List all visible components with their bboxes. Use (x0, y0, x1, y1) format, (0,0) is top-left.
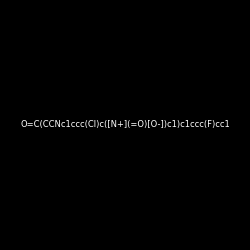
Text: O=C(CCNc1ccc(Cl)c([N+](=O)[O-])c1)c1ccc(F)cc1: O=C(CCNc1ccc(Cl)c([N+](=O)[O-])c1)c1ccc(… (20, 120, 230, 130)
